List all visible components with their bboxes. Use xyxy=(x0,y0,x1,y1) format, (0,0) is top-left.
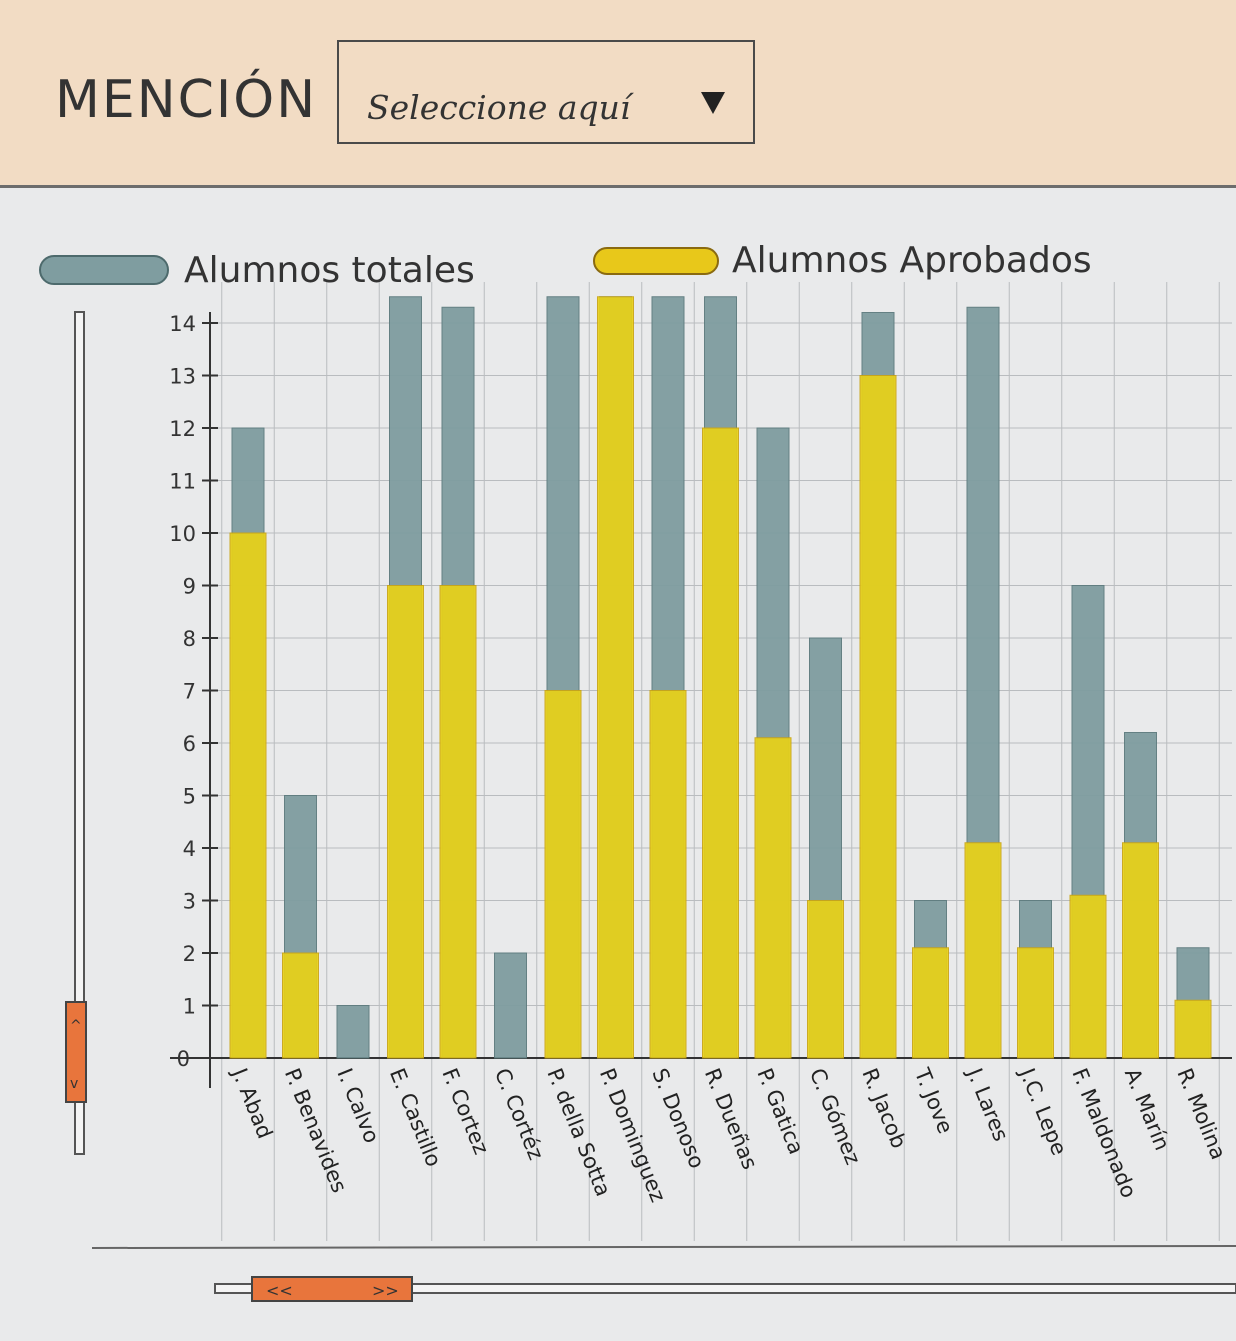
bar-passed xyxy=(1122,842,1159,1059)
mention-select[interactable]: Seleccione aquí xyxy=(337,40,755,144)
bar-passed xyxy=(544,690,582,1059)
bar-passed xyxy=(439,585,477,1059)
bar-passed xyxy=(229,532,267,1059)
category-label: R. Dueñas xyxy=(700,1065,762,1173)
select-placeholder: Seleccione aquí xyxy=(367,88,631,127)
scroll-left-icon[interactable]: << xyxy=(266,1281,293,1300)
legend-label-passed: Alumnos Aprobados xyxy=(732,240,1092,281)
bar-passed xyxy=(1017,947,1054,1059)
y-tick-label: 4 xyxy=(183,837,196,861)
legend-swatch-passed xyxy=(593,247,719,275)
vertical-scroll-track[interactable] xyxy=(74,311,85,1155)
category-label: E. Castillo xyxy=(385,1065,446,1170)
y-tick-label: 6 xyxy=(183,732,196,756)
scroll-separator xyxy=(91,1245,1236,1249)
bar-passed xyxy=(1174,999,1212,1059)
bar-passed xyxy=(282,952,319,1059)
y-tick-label: 14 xyxy=(169,312,196,336)
category-label: T. Jove xyxy=(909,1064,957,1137)
scroll-up-icon[interactable]: ^ xyxy=(70,1018,82,1034)
y-tick-label: 3 xyxy=(183,890,196,914)
chart-legend: Alumnos totales Alumnos Aprobados xyxy=(39,240,1092,291)
y-tick-label: 5 xyxy=(183,785,196,809)
legend-label-total: Alumnos totales xyxy=(184,250,475,291)
y-tick-label: 2 xyxy=(183,942,196,966)
y-tick-label: 7 xyxy=(183,680,196,704)
bar-passed xyxy=(649,690,687,1059)
bar-passed xyxy=(1069,894,1107,1059)
y-tick-label: 9 xyxy=(183,575,196,599)
category-label: J. Abad xyxy=(227,1063,278,1142)
scroll-down-icon[interactable]: v xyxy=(70,1076,78,1092)
bar-passed xyxy=(807,900,844,1059)
bar-total xyxy=(494,952,527,1059)
horizontal-scrollbar[interactable]: << >> xyxy=(214,1276,1236,1302)
y-tick-label: 10 xyxy=(169,522,196,546)
y-tick-label: 1 xyxy=(183,995,196,1019)
bar-passed xyxy=(964,842,1002,1059)
legend-swatch-total xyxy=(39,255,169,285)
vertical-scroll-thumb[interactable] xyxy=(65,1001,87,1103)
category-label: J.C. Lepe xyxy=(1014,1063,1071,1159)
bar-passed xyxy=(912,947,949,1059)
horizontal-scroll-thumb[interactable] xyxy=(251,1276,413,1302)
bar-passed xyxy=(754,737,792,1059)
mention-label: MENCIÓN xyxy=(55,70,318,130)
chart-bars xyxy=(229,296,1212,1059)
y-tick-label: 13 xyxy=(169,365,196,389)
bar-total xyxy=(336,1005,370,1059)
bar-passed xyxy=(859,375,897,1059)
y-tick-label: 12 xyxy=(169,417,196,441)
y-tick-label: 0 xyxy=(177,1047,190,1071)
category-label: A. Marín xyxy=(1120,1065,1175,1154)
category-label: C. Gómez xyxy=(805,1065,865,1168)
scroll-right-icon[interactable]: >> xyxy=(372,1281,399,1300)
category-label: F. Cortez xyxy=(437,1065,493,1158)
mention-header: MENCIÓN Seleccione aquí xyxy=(0,0,1236,188)
category-label: I. Calvo xyxy=(332,1065,384,1146)
category-label: R. Jacob xyxy=(857,1065,911,1152)
vertical-scrollbar[interactable]: ^ v xyxy=(65,311,87,1155)
y-tick-label: 8 xyxy=(183,627,196,651)
horizontal-scroll-track[interactable] xyxy=(214,1283,1236,1294)
dropdown-arrow-icon[interactable] xyxy=(701,92,725,114)
bar-passed xyxy=(387,585,424,1059)
category-label: R. Molina xyxy=(1172,1065,1230,1163)
category-label: C. Cortéz xyxy=(490,1065,548,1163)
bar-passed xyxy=(597,296,634,1059)
y-tick-label: 11 xyxy=(169,470,196,494)
category-label: S. Donoso xyxy=(647,1065,709,1172)
category-label: P. Gatica xyxy=(752,1065,808,1158)
bar-passed xyxy=(702,427,739,1059)
category-label: J. Lares xyxy=(962,1063,1014,1144)
